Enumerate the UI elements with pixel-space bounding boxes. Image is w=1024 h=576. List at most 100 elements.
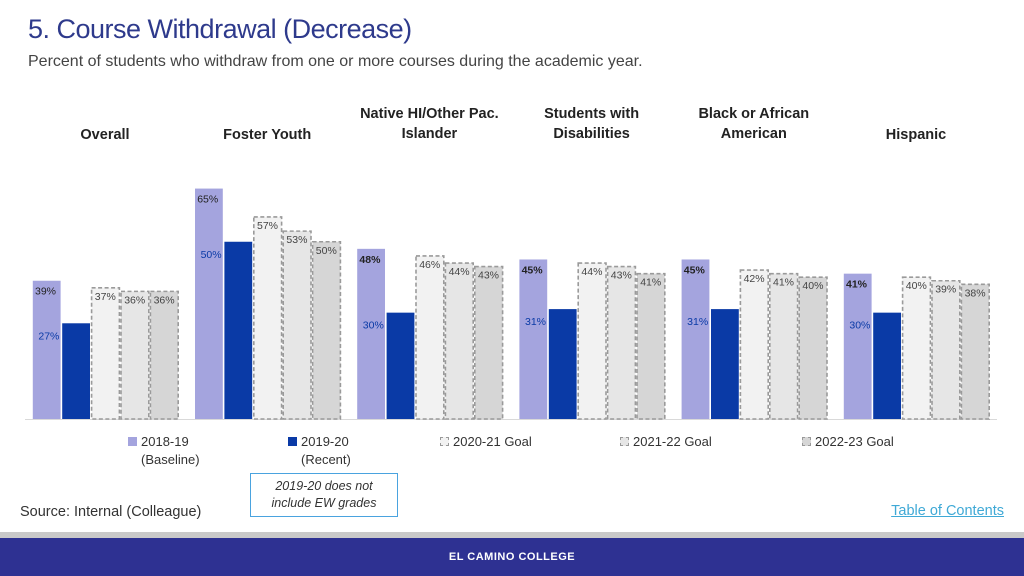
data-label-recent-2019-20-cat-1: 50% [201, 249, 222, 261]
bar-goal-2022-23-cat-1 [311, 240, 342, 420]
data-label-baseline-2018-19-cat-3: 45% [522, 264, 544, 276]
category-label-line: Disabilities [553, 126, 630, 142]
data-label-recent-2019-20-cat-2: 30% [363, 320, 384, 332]
category-label-line: American [720, 126, 787, 142]
legend-item-recent: 2019-20 (Recent) [288, 433, 351, 469]
category-label-line: Native HI/Other Pac. [360, 106, 499, 122]
legend-label: 2019-20 [301, 434, 349, 449]
bar-baseline-2018-19-cat-4 [681, 259, 710, 419]
legend-label: 2018-19 [141, 434, 189, 449]
bar-baseline-2018-19-cat-3 [519, 259, 548, 419]
category-label-line: Overall [80, 127, 130, 143]
bar-chart: 39% 65% 48% 45% 45% 41% 27% 50% 30% 31% 31% 30% 37% 5… [25, 188, 997, 420]
legend-item-goal-2021-22: 2021-22 Goal [620, 433, 712, 451]
footer-bar: EL CAMINO COLLEGE [0, 538, 1024, 576]
page-title: 5. Course Withdrawal (Decrease) [28, 14, 412, 44]
data-label-goal-2021-22-cat-0: 36% [124, 294, 145, 306]
bar-baseline-2018-19-cat-1 [195, 188, 223, 419]
legend-label: 2021-22 Goal [633, 434, 712, 449]
footer-divider [0, 532, 1024, 538]
data-label-goal-2020-21-cat-3: 44% [581, 266, 602, 278]
legend-item-goal-2020-21: 2020-21 Goal [440, 433, 532, 451]
data-label-goal-2022-23-cat-5: 38% [965, 287, 986, 299]
data-label-goal-2022-23-cat-1: 50% [316, 245, 337, 257]
data-label-goal-2022-23-cat-2: 43% [478, 270, 499, 282]
legend-swatch-goal-2021-22 [620, 437, 629, 446]
bar-goal-2020-21-cat-4 [739, 269, 770, 420]
bar-goal-2022-23-cat-4 [798, 276, 828, 420]
bar-goal-2020-21-cat-1 [253, 216, 283, 420]
data-label-recent-2019-20-cat-4: 31% [687, 316, 708, 328]
bar-goal-2021-22-cat-2 [444, 262, 474, 420]
bar-recent-2019-20-cat-2 [386, 312, 415, 419]
bar-recent-2019-20-cat-4 [711, 309, 739, 419]
bar-recent-2019-20-cat-5 [873, 312, 901, 419]
bar-recent-2019-20-cat-3 [548, 309, 577, 419]
data-label-baseline-2018-19-cat-0: 39% [35, 286, 56, 298]
legend-item-goal-2022-23: 2022-23 Goal [802, 433, 894, 451]
bar-goal-2021-22-cat-1 [282, 230, 312, 420]
bar-goal-2020-21-cat-5 [901, 276, 932, 420]
category-label-line: Students with [544, 106, 640, 122]
data-label-goal-2021-22-cat-3: 43% [611, 270, 632, 282]
bar-goal-2022-23-cat-5 [960, 283, 991, 420]
data-label-recent-2019-20-cat-5: 30% [849, 320, 870, 332]
bar-goal-2022-23-cat-3 [636, 272, 666, 420]
bar-goal-2020-21-cat-0 [90, 287, 121, 420]
legend-swatch-goal-2020-21 [440, 437, 449, 446]
data-label-goal-2020-21-cat-4: 42% [744, 273, 765, 285]
category-label-2: Native HI/Other Pac. Islander [344, 104, 514, 144]
page-subtitle: Percent of students who withdraw from on… [28, 53, 643, 70]
bar-goal-2021-22-cat-4 [768, 272, 799, 420]
legend-item-baseline: 2018-19 (Baseline) [128, 433, 200, 469]
data-label-baseline-2018-19-cat-1: 65% [197, 194, 218, 206]
bar-goal-2021-22-cat-5 [931, 279, 961, 420]
footer-brand: EL CAMINO COLLEGE [448, 551, 576, 563]
category-label-3: Students with Disabilities [507, 104, 677, 144]
bar-baseline-2018-19-cat-5 [843, 273, 872, 419]
bar-goal-2020-21-cat-2 [415, 255, 445, 420]
data-label-recent-2019-20-cat-0: 27% [38, 330, 59, 342]
category-label-1: Foster Youth [182, 125, 352, 145]
data-label-recent-2019-20-cat-3: 31% [525, 316, 546, 328]
data-label-goal-2022-23-cat-0: 36% [154, 294, 175, 306]
table-of-contents-link[interactable]: Table of Contents [891, 503, 1004, 519]
bar-goal-2022-23-cat-2 [473, 265, 504, 420]
legend-sublabel: (Baseline) [141, 452, 200, 467]
category-label-5: Hispanic [831, 125, 1001, 145]
category-label-0: Overall [20, 125, 190, 145]
bar-baseline-2018-19-cat-2 [357, 248, 385, 419]
legend-label: 2022-23 Goal [815, 434, 894, 449]
bar-recent-2019-20-cat-0 [62, 323, 90, 419]
bar-goal-2021-22-cat-3 [606, 265, 637, 420]
data-label-goal-2021-22-cat-5: 39% [935, 284, 956, 296]
legend-sublabel: (Recent) [301, 452, 351, 467]
bar-goal-2020-21-cat-3 [577, 262, 607, 420]
data-label-goal-2020-21-cat-0: 37% [95, 291, 116, 303]
data-label-baseline-2018-19-cat-5: 41% [846, 279, 868, 291]
bar-recent-2019-20-cat-1 [224, 241, 253, 419]
bar-goal-2022-23-cat-0 [149, 290, 179, 420]
legend-swatch-goal-2022-23 [802, 437, 811, 446]
legend-swatch-baseline [128, 437, 137, 446]
category-label-line: Hispanic [885, 127, 947, 143]
category-label-line: Foster Youth [223, 127, 312, 143]
category-label-line: Black or African [698, 106, 810, 122]
ew-grades-note: 2019-20 does not include EW grades [250, 473, 398, 517]
data-label-goal-2020-21-cat-5: 40% [906, 280, 927, 292]
data-label-goal-2022-23-cat-3: 41% [640, 277, 661, 289]
bar-goal-2021-22-cat-0 [120, 290, 150, 420]
data-label-goal-2021-22-cat-2: 44% [449, 266, 470, 278]
data-label-baseline-2018-19-cat-2: 48% [359, 254, 381, 266]
data-label-goal-2020-21-cat-2: 46% [419, 259, 440, 271]
legend-swatch-recent [288, 437, 297, 446]
data-label-goal-2022-23-cat-4: 40% [802, 280, 823, 292]
legend-label: 2020-21 Goal [453, 434, 532, 449]
category-label-4: Black or African American [669, 104, 839, 144]
data-label-goal-2021-22-cat-4: 41% [773, 277, 794, 289]
data-label-baseline-2018-19-cat-4: 45% [684, 264, 706, 276]
data-label-goal-2020-21-cat-1: 57% [257, 220, 278, 232]
data-label-goal-2021-22-cat-1: 53% [286, 234, 307, 246]
source-text: Source: Internal (Colleague) [20, 504, 202, 520]
category-label-line: Islander [401, 126, 458, 142]
